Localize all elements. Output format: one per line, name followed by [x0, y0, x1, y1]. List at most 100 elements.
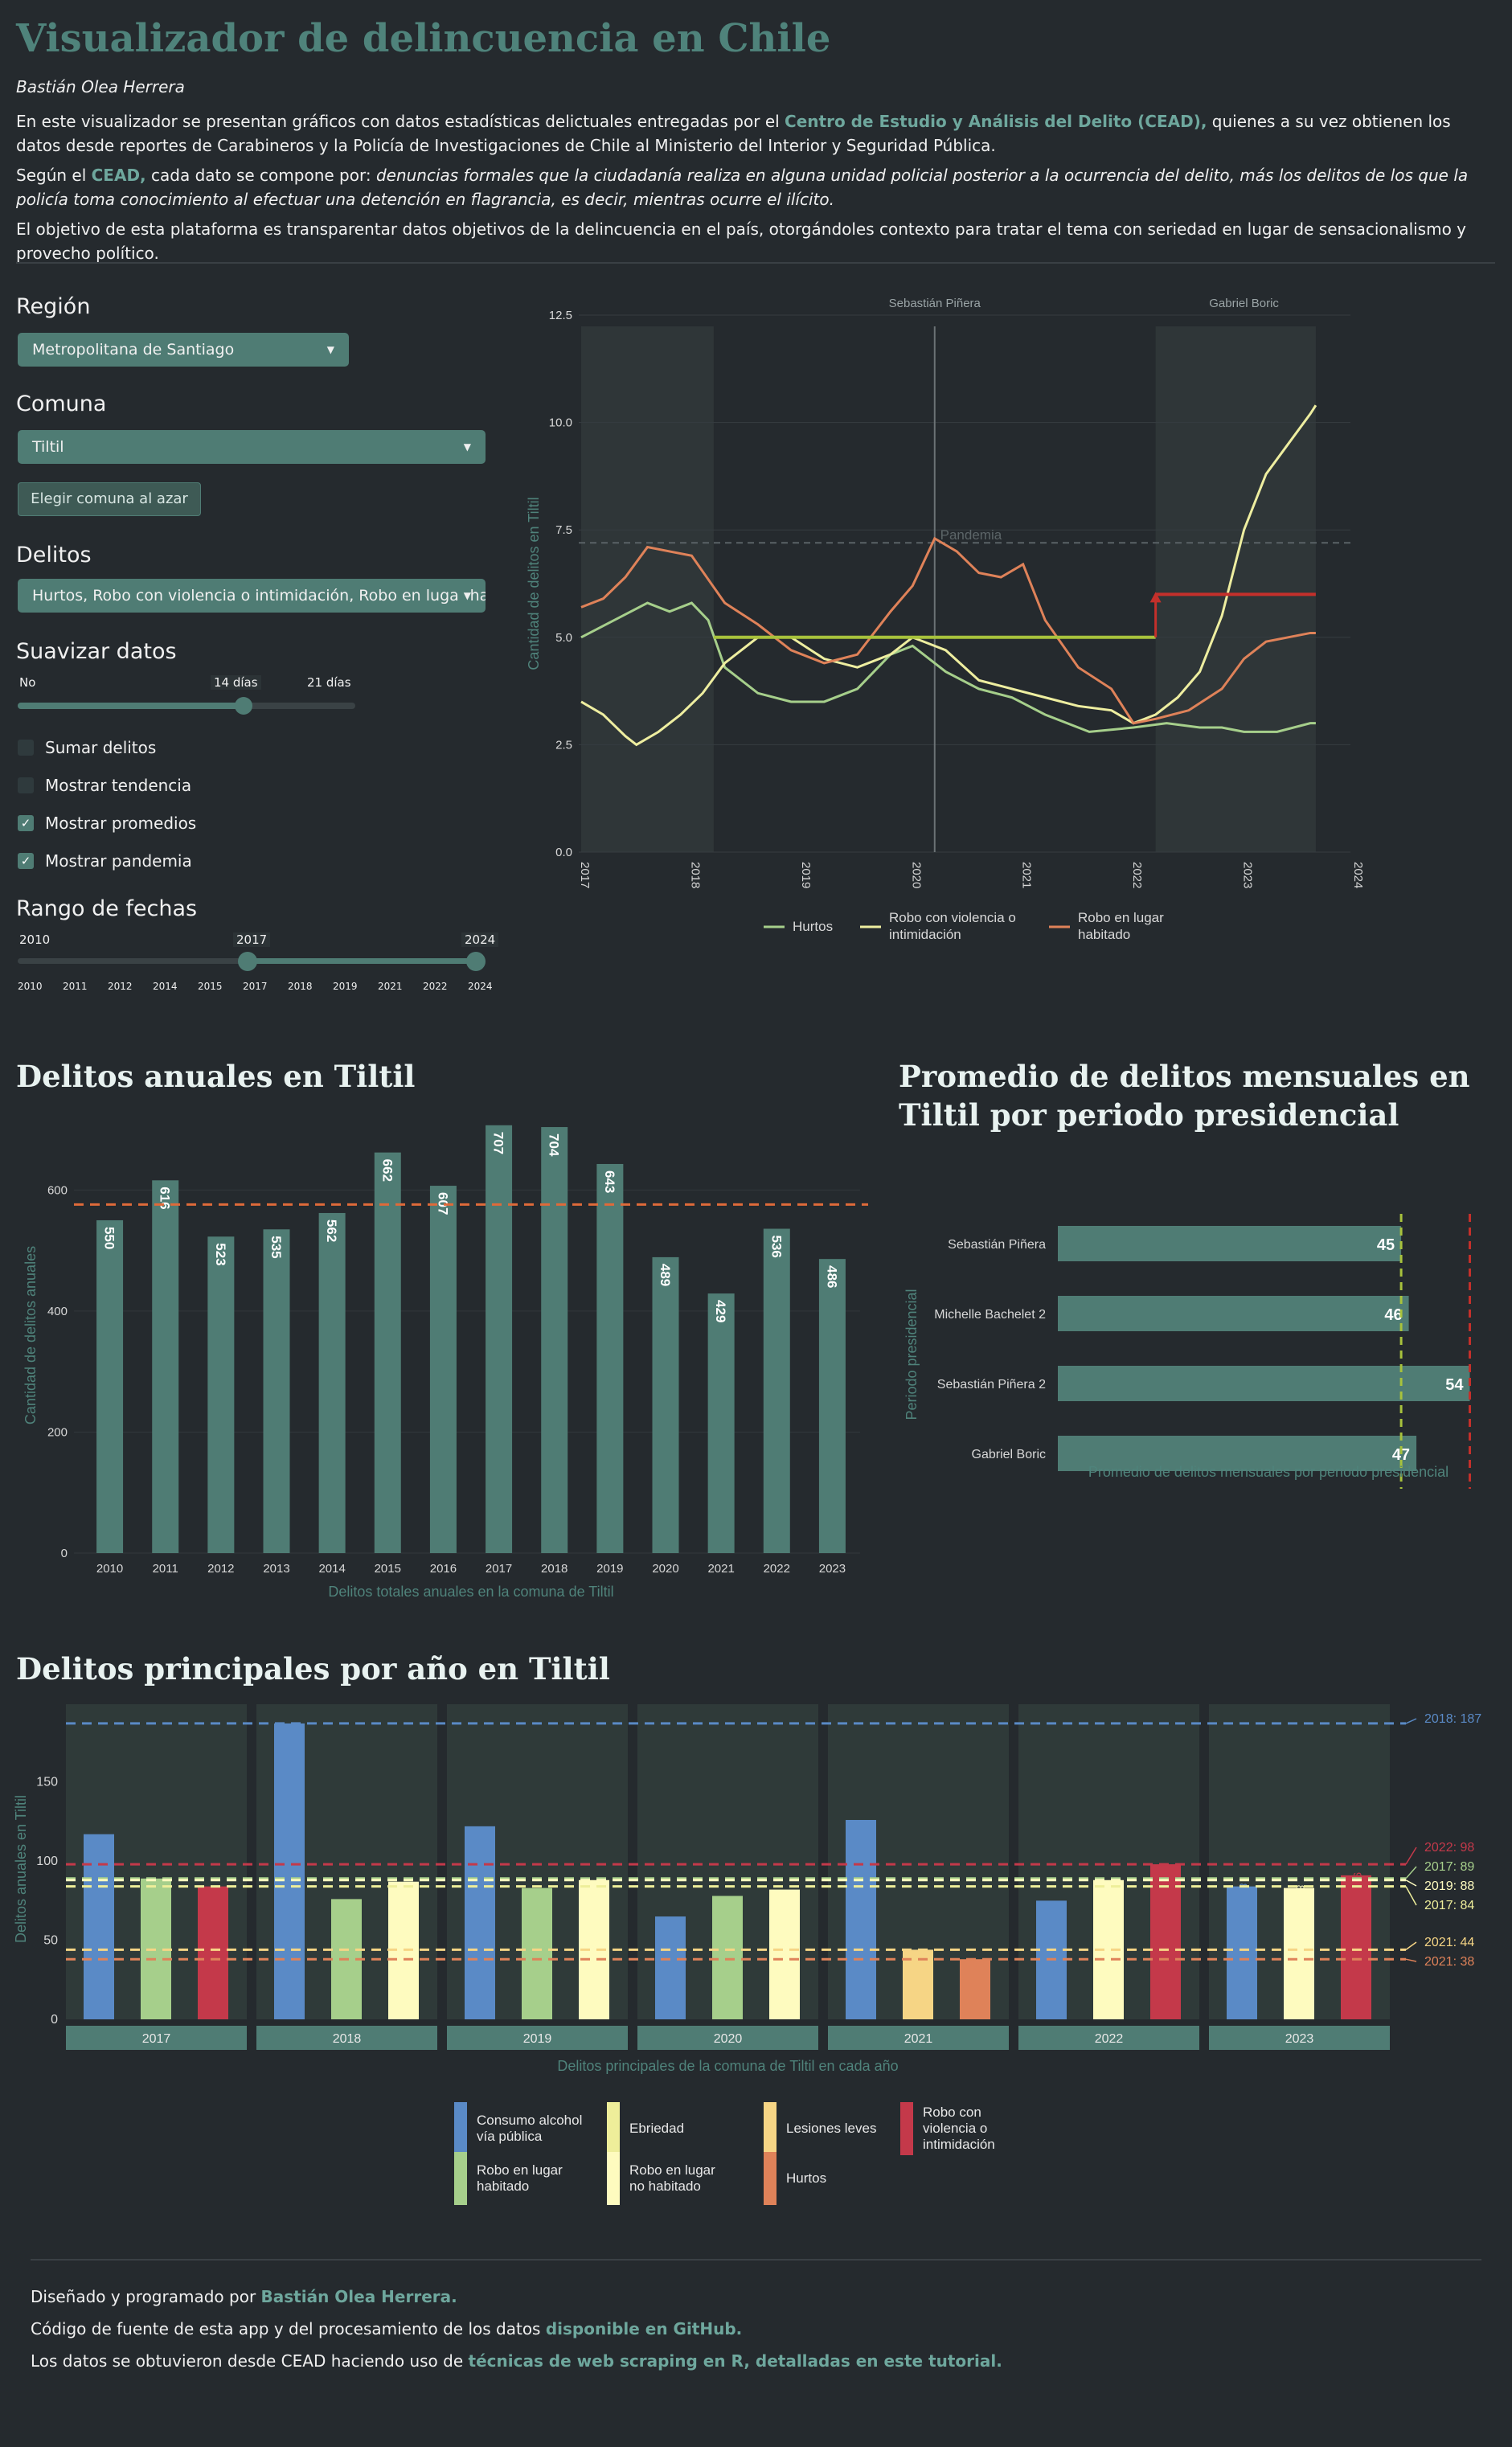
facet-year-label: 2022 [1095, 2032, 1124, 2046]
footer-line-1: Diseñado y programado por Bastián Olea H… [31, 2287, 457, 2306]
presidential-bar-chart: 45 Sebastián Piñera 46 Michelle Bachelet 2 5… [904, 1214, 1472, 1489]
legend-swatch [764, 2102, 776, 2155]
x-tick-label: 2021 [1020, 862, 1034, 888]
facet-year-label: 2019 [523, 2032, 552, 2046]
intro-text: Según el [16, 166, 92, 185]
range-tick-label: 2015 [198, 981, 223, 992]
facet-year-label: 2023 [1285, 2032, 1314, 2046]
legend-label: Consumo alcohol [477, 2113, 582, 2128]
max-line-label: 2019: 88 [1424, 1879, 1474, 1893]
max-line-label: 2021: 38 [1424, 1955, 1474, 1969]
facet-strip [447, 2026, 628, 2050]
checkbox-icon[interactable] [18, 777, 34, 793]
legend-label: intimidación [923, 2137, 995, 2152]
bar [712, 1896, 743, 2019]
bar [763, 1228, 790, 1553]
y-tick-label: 12.5 [549, 309, 572, 322]
government-period-shade [581, 326, 714, 852]
checkmark-icon[interactable]: ✓ [18, 853, 34, 869]
legend-swatch [454, 2152, 467, 2205]
y-tick-label: Michelle Bachelet 2 [934, 1308, 1046, 1322]
facet-chart-title: Delitos principales por año en Tiltil [16, 1651, 610, 1687]
checkmark-icon[interactable]: ✓ [18, 815, 34, 831]
legend-label: Robo en lugar [477, 2162, 563, 2178]
annual-bar-chart: 0 200 400 600 550 2010 616 2011 523 2012 535 2013 56… [23, 1125, 868, 1600]
bar-value-label: 45 [1377, 1236, 1395, 1254]
y-tick-label: 50 [43, 1934, 58, 1948]
x-tick-label: 2011 [153, 1562, 178, 1576]
region-label: Región [16, 294, 91, 319]
footer-text: Los datos se obtuvieron desde CEAD hacie… [31, 2351, 469, 2371]
range-tick-label: 2014 [153, 981, 178, 992]
presidential-chart-title: Promedio de delitos mensuales en Tiltil … [899, 1059, 1470, 1133]
slider-handle[interactable] [235, 697, 253, 715]
tutorial-link[interactable]: técnicas de web scraping en R, detallada… [468, 2351, 1002, 2371]
github-link[interactable]: disponible en GitHub. [545, 2319, 743, 2338]
delitos-select[interactable]: Hurtos, Robo con violencia o intimidació… [18, 579, 486, 613]
x-tick-label: 2015 [375, 1562, 401, 1576]
author-link[interactable]: Bastián Olea Herrera. [260, 2287, 457, 2306]
bar [522, 1888, 552, 2019]
leader-line [1405, 1866, 1417, 1879]
bar [84, 1834, 114, 2019]
x-tick-label: 2016 [430, 1562, 457, 1576]
x-tick-label: 2018 [541, 1562, 568, 1576]
footer-text: Código de fuente de esta app y del proce… [31, 2319, 546, 2338]
suavizar-slider[interactable]: No 14 días 21 días [18, 674, 355, 715]
suavizar-label: Suavizar datos [16, 639, 177, 664]
range-tick-label: 2022 [423, 981, 448, 992]
facet-strip [828, 2026, 1009, 2050]
facet-strip [1018, 2026, 1199, 2050]
random-comuna-button[interactable]: Elegir comuna al azar [18, 482, 201, 516]
series-line [580, 601, 1316, 733]
facet-year-label: 2017 [142, 2032, 171, 2046]
comuna-select[interactable]: Tiltil ▼ [18, 430, 486, 464]
facet-bar-chart: 2017201820192020202120222023848391050100… [13, 1704, 1481, 2074]
bar-value-label: 616 [158, 1187, 173, 1209]
region-select[interactable]: Metropolitana de Santiago ▼ [18, 333, 349, 367]
range-handle-from[interactable] [238, 952, 257, 971]
intro-text: quienes a su vez obtienen los datos desd… [16, 112, 1451, 155]
divider [16, 262, 1495, 264]
line-chart: 0.0 2.5 5.0 7.5 10.0 12.5 2017 2018 2019 2020 2021… [526, 297, 1365, 942]
tendencia-checkbox[interactable]: Mostrar tendencia [18, 776, 191, 795]
bar [655, 1916, 686, 2019]
slider-min-label: No [19, 675, 36, 690]
bar-value-label: 550 [102, 1227, 117, 1249]
author: Bastián Olea Herrera [16, 77, 185, 96]
range-handle-to[interactable] [466, 952, 486, 971]
legend-label: violencia o [923, 2121, 987, 2136]
leader-line [1405, 1941, 1417, 1950]
y-tick-label: 200 [47, 1425, 68, 1439]
bar [274, 1723, 305, 2019]
intro-text: cada dato se compone por: [145, 166, 376, 185]
y-tick-label: 0.0 [555, 846, 572, 859]
checkbox-icon[interactable] [18, 740, 34, 756]
promedios-checkbox[interactable]: ✓ Mostrar promedios [18, 814, 196, 833]
y-axis-label: Delitos anuales en Tiltil [13, 1795, 29, 1943]
legend-label: habitado [1078, 927, 1130, 942]
bar-value-label: 523 [213, 1243, 228, 1265]
cead-link-2[interactable]: CEAD, [91, 166, 146, 185]
y-tick-label: Gabriel Boric [972, 1448, 1046, 1461]
y-tick-label: 2.5 [555, 738, 572, 752]
comuna-value: Tiltil [32, 438, 64, 456]
facet-year-label: 2021 [904, 2032, 933, 2046]
sumar-checkbox[interactable]: Sumar delitos [18, 738, 156, 757]
series-line [580, 404, 1317, 747]
bar [846, 1819, 876, 2019]
max-line-label: 2017: 89 [1424, 1860, 1474, 1874]
facet-strip [1209, 2026, 1390, 2050]
cead-link[interactable]: Centro de Estudio y Análisis del Delito … [785, 112, 1207, 131]
pandemia-checkbox[interactable]: ✓ Mostrar pandemia [18, 851, 192, 871]
range-tick-label: 2010 [18, 981, 43, 992]
facet-strip [66, 2026, 247, 2050]
y-tick-label: 0 [61, 1547, 68, 1560]
pandemic-label: Pandemia [940, 527, 1002, 543]
max-line-label: 2017: 84 [1424, 1899, 1474, 1912]
page-title: Visualizador de delincuencia en Chile [16, 16, 831, 61]
delitos-value: Hurtos, Robo con violencia o intimidació… [32, 587, 486, 605]
rango-slider[interactable]: 2010 2017 2024 2010 2011 2012 2014 2015 2017 2… [18, 932, 499, 997]
slider-max-label: 21 días [307, 675, 351, 690]
